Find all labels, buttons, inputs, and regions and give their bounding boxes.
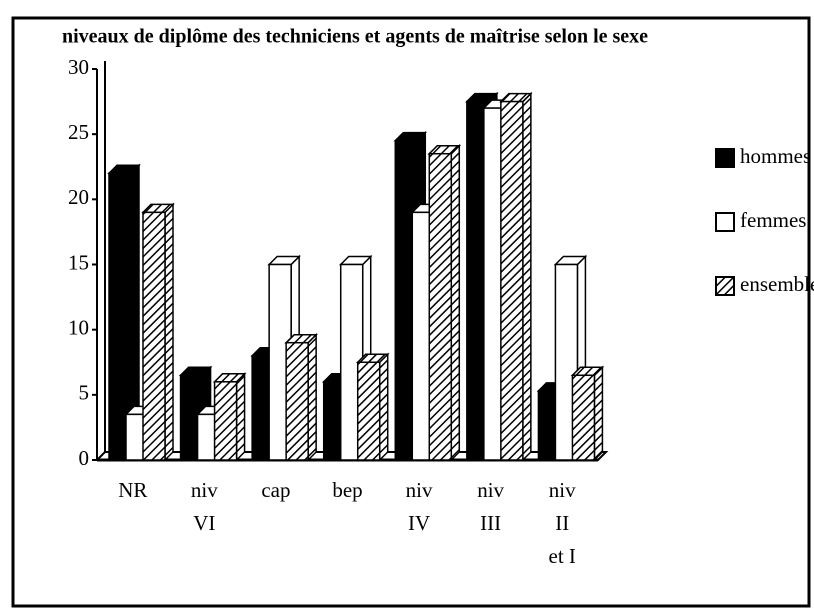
- bar: [427, 143, 462, 462]
- y-tick-label: 5: [79, 381, 90, 405]
- bar-face: [500, 100, 524, 461]
- y-tick-label: 10: [68, 315, 89, 339]
- x-tick-label: VI: [193, 511, 215, 535]
- y-tick-label: 30: [68, 55, 89, 79]
- bar-face: [378, 352, 389, 462]
- x-tick-label: II: [555, 511, 569, 535]
- bar: [107, 163, 141, 462]
- x-tick-label: bep: [332, 478, 362, 502]
- bar: [499, 91, 533, 462]
- bar-face: [213, 381, 238, 461]
- x-tick-label: III: [480, 511, 501, 535]
- x-tick-label: niv: [406, 478, 433, 502]
- legend-label: femmes: [740, 208, 806, 232]
- x-tick-label: et I: [549, 544, 576, 568]
- x-tick-label: niv: [191, 478, 218, 502]
- x-tick-label: NR: [118, 478, 147, 502]
- y-tick-label: 0: [79, 446, 90, 470]
- x-tick-label: IV: [408, 511, 430, 535]
- legend-label: hommes: [740, 144, 811, 168]
- bar-face: [450, 143, 461, 462]
- bar: [141, 202, 175, 462]
- bar: [570, 365, 605, 462]
- bar-face: [571, 374, 596, 461]
- bar-face: [235, 371, 246, 462]
- legend-swatch: [715, 148, 735, 168]
- x-tick-label: niv: [477, 478, 504, 502]
- bar: [284, 332, 318, 462]
- bar: [212, 371, 247, 462]
- frame: [11, 16, 811, 608]
- bar-face: [285, 341, 309, 461]
- bar-face: [593, 365, 604, 462]
- bar-face: [428, 152, 453, 461]
- bar-face: [356, 361, 381, 461]
- chart-title: niveaux de diplôme des techniciens et ag…: [62, 26, 648, 48]
- legend-label: ensemble: [740, 272, 814, 296]
- y-tick-label: 20: [68, 185, 89, 209]
- bar-face: [164, 202, 174, 462]
- y-tick-label: 15: [68, 250, 89, 274]
- y-tick-label: 25: [68, 120, 89, 144]
- bar-face: [108, 172, 132, 461]
- bar: [355, 352, 390, 462]
- legend-swatch: [715, 212, 735, 232]
- bar-face: [307, 332, 317, 462]
- x-tick-label: niv: [549, 478, 576, 502]
- legend-swatch: [715, 276, 735, 296]
- x-tick-label: cap: [261, 478, 290, 502]
- bar-face: [142, 211, 166, 461]
- bar-face: [522, 91, 532, 462]
